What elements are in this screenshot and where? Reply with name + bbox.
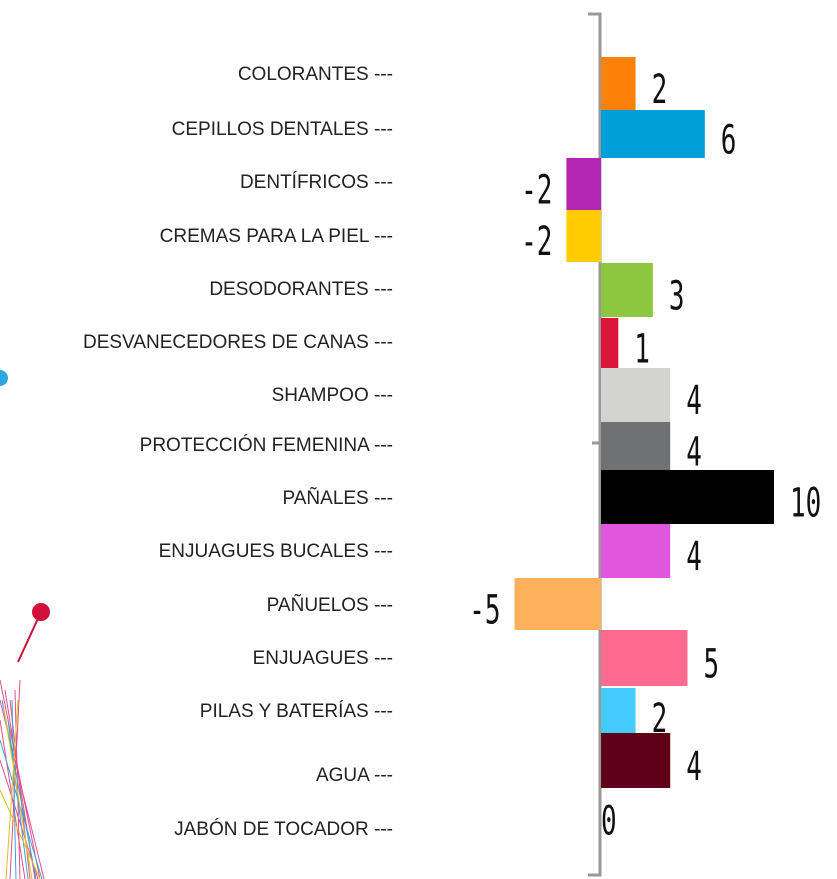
value-label: 4 xyxy=(686,429,702,475)
chart: COLORANTES --- 2 CEPILLOS DENTALES --- 6 DEN… xyxy=(0,0,837,879)
bar xyxy=(601,57,636,110)
bar xyxy=(601,263,653,317)
bar xyxy=(601,630,688,686)
value-label: 4 xyxy=(686,378,702,424)
bar xyxy=(601,368,670,422)
bar xyxy=(566,158,601,210)
category-label: CEPILLOS DENTALES --- xyxy=(172,119,393,140)
value-label: 1 xyxy=(634,326,650,372)
category-label: PILAS Y BATERÍAS --- xyxy=(200,701,393,722)
bar xyxy=(601,318,618,368)
value-label: 10 xyxy=(790,480,821,526)
bar xyxy=(601,688,636,738)
category-label: SHAMPOO --- xyxy=(272,385,393,406)
bar xyxy=(601,422,670,470)
category-label: DESVANECEDORES DE CANAS --- xyxy=(83,332,393,353)
bar xyxy=(515,578,602,630)
bar xyxy=(566,210,601,262)
decoration xyxy=(0,370,50,879)
category-label: DESODORANTES --- xyxy=(209,279,393,300)
value-label: -2 xyxy=(521,167,552,213)
bar xyxy=(601,110,705,158)
category-label: ENJUAGUES BUCALES --- xyxy=(159,541,393,562)
value-label: 3 xyxy=(669,273,685,319)
value-label: 0 xyxy=(601,798,617,844)
bar xyxy=(601,470,774,524)
category-label: PROTECCIÓN FEMENINA --- xyxy=(140,434,393,456)
value-label: 6 xyxy=(721,117,737,163)
category-label: PAÑALES --- xyxy=(282,487,393,509)
value-label: -5 xyxy=(469,587,500,633)
category-label: AGUA --- xyxy=(316,765,393,786)
value-label: 5 xyxy=(704,641,720,687)
bar xyxy=(601,733,670,788)
category-label: CREMAS PARA LA PIEL --- xyxy=(160,226,393,247)
axis xyxy=(588,14,600,875)
decor-mesh xyxy=(0,680,44,879)
value-label: -2 xyxy=(521,219,552,265)
category-label: COLORANTES --- xyxy=(238,64,393,85)
category-label: DENTÍFRICOS --- xyxy=(240,172,393,193)
decor-dot xyxy=(0,370,8,386)
category-label: PAÑUELOS --- xyxy=(267,594,393,616)
value-label: 4 xyxy=(686,743,702,789)
value-label: 4 xyxy=(686,534,702,580)
decor-dot xyxy=(32,603,50,621)
value-label: 2 xyxy=(652,66,668,112)
category-label: ENJUAGUES --- xyxy=(253,648,393,669)
category-label: JABÓN DE TOCADOR --- xyxy=(174,818,393,840)
bar xyxy=(601,524,670,578)
